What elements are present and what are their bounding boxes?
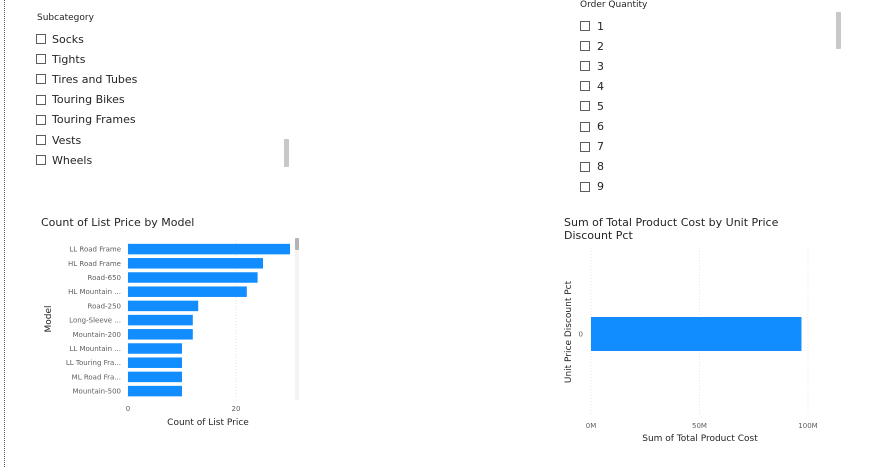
model-chart-y-tick: Road-650 xyxy=(88,274,121,282)
order-quantity-slicer-list: 1 2 3 4 5 6 7 8 9 xyxy=(580,16,604,197)
subcategory-item[interactable]: Touring Frames xyxy=(36,110,137,130)
subcategory-checkbox[interactable] xyxy=(36,94,46,105)
subcategory-item-label: Vests xyxy=(52,133,82,147)
order-quantity-scrollbar[interactable] xyxy=(836,12,841,49)
model-chart-y-tick: Road-250 xyxy=(88,302,121,310)
model-chart-title: Count of List Price by Model xyxy=(41,216,195,229)
order-quantity-item-label: 1 xyxy=(597,19,604,33)
subcategory-item[interactable]: Vests xyxy=(36,130,137,150)
order-quantity-item-label: 2 xyxy=(597,39,604,53)
order-quantity-item[interactable]: 3 xyxy=(580,56,604,76)
discount-chart-bar xyxy=(591,317,802,351)
order-quantity-checkbox[interactable] xyxy=(580,61,590,72)
order-quantity-item-label: 3 xyxy=(597,59,604,73)
model-chart-x-tick: 20 xyxy=(232,405,241,413)
model-chart-scrollbar-track[interactable] xyxy=(295,238,299,400)
model-chart-bar xyxy=(128,258,263,269)
subcategory-checkbox[interactable] xyxy=(36,114,46,125)
discount-chart-x-tick: 50M xyxy=(692,422,707,430)
model-chart-y-tick: HL Road Frame xyxy=(68,260,121,268)
order-quantity-item[interactable]: 6 xyxy=(580,116,604,136)
order-quantity-item-label: 5 xyxy=(597,99,604,113)
subcategory-item-label: Touring Bikes xyxy=(52,93,125,107)
order-quantity-item-label: 8 xyxy=(597,160,604,174)
order-quantity-slicer-title: Order Quantity xyxy=(580,0,648,10)
subcategory-checkbox[interactable] xyxy=(36,155,46,166)
subcategory-item[interactable]: Socks xyxy=(36,29,137,49)
order-quantity-checkbox[interactable] xyxy=(580,141,590,152)
model-chart-bar xyxy=(128,343,182,354)
model-chart-x-axis-title: Count of List Price xyxy=(167,418,249,428)
order-quantity-item-label: 9 xyxy=(597,180,604,194)
discount-chart-x-tick: 100M xyxy=(798,422,817,430)
model-chart-bar xyxy=(128,357,182,368)
model-chart-x-tick: 0 xyxy=(126,405,130,413)
model-chart-y-tick: LL Road Frame xyxy=(69,246,121,254)
subcategory-checkbox[interactable] xyxy=(36,74,46,85)
model-chart-y-tick: Mountain-500 xyxy=(73,388,122,396)
subcategory-item[interactable]: Tires and Tubes xyxy=(36,69,137,89)
subcategory-scrollbar[interactable] xyxy=(284,139,289,167)
subcategory-item[interactable]: Tights xyxy=(36,49,137,69)
discount-chart-y-axis-title: Unit Price Discount Pct xyxy=(564,280,574,383)
discount-chart-x-tick: 0M xyxy=(586,422,597,430)
model-chart-bar xyxy=(128,300,199,312)
subcategory-checkbox[interactable] xyxy=(36,54,46,65)
order-quantity-item[interactable]: 2 xyxy=(580,36,604,56)
subcategory-item-label: Touring Frames xyxy=(52,113,136,127)
model-chart-bar xyxy=(128,329,193,340)
model-chart-bar xyxy=(128,286,247,297)
order-quantity-checkbox[interactable] xyxy=(580,161,590,172)
order-quantity-item[interactable]: 8 xyxy=(580,157,604,177)
order-quantity-item[interactable]: 1 xyxy=(580,16,604,36)
subcategory-item[interactable]: Wheels xyxy=(36,150,137,170)
discount-chart-x-axis-title: Sum of Total Product Cost xyxy=(642,434,758,444)
canvas-left-edge xyxy=(4,0,5,467)
discount-chart-title: Sum of Total Product Cost by Unit Price … xyxy=(564,216,779,242)
model-chart-bar xyxy=(128,314,193,326)
order-quantity-item-label: 7 xyxy=(597,140,604,154)
subcategory-checkbox[interactable] xyxy=(36,135,46,146)
model-chart-y-tick: LL Touring Fra... xyxy=(66,359,121,367)
order-quantity-item-label: 6 xyxy=(597,120,604,134)
subcategory-checkbox[interactable] xyxy=(36,34,46,45)
model-chart-bar xyxy=(128,385,182,397)
order-quantity-checkbox[interactable] xyxy=(580,21,590,32)
subcategory-item[interactable]: Touring Bikes xyxy=(36,90,137,110)
order-quantity-item[interactable]: 4 xyxy=(580,76,604,96)
order-quantity-checkbox[interactable] xyxy=(580,41,590,52)
model-chart-y-tick: LL Mountain ... xyxy=(69,345,121,353)
model-chart-scrollbar-thumb[interactable] xyxy=(295,238,299,250)
order-quantity-checkbox[interactable] xyxy=(580,81,590,92)
subcategory-item-label: Tights xyxy=(52,52,86,66)
order-quantity-checkbox[interactable] xyxy=(580,181,590,192)
model-chart-y-tick: HL Mountain ... xyxy=(68,288,121,296)
discount-chart-y-tick: 0 xyxy=(579,331,583,339)
model-chart-bar xyxy=(128,243,290,255)
subcategory-item-label: Wheels xyxy=(52,153,93,167)
model-chart-bar xyxy=(128,272,258,283)
order-quantity-item[interactable]: 5 xyxy=(580,96,604,116)
model-chart-bar xyxy=(128,371,182,383)
order-quantity-item[interactable]: 9 xyxy=(580,177,604,197)
model-chart-y-tick: Long-Sleeve ... xyxy=(69,317,121,325)
subcategory-slicer-title: Subcategory xyxy=(37,13,94,23)
model-chart-y-tick: Mountain-200 xyxy=(73,331,122,339)
subcategory-slicer-list: Socks Tights Tires and Tubes Touring Bikes T… xyxy=(36,29,137,170)
model-chart-y-axis-title: Model xyxy=(44,305,54,332)
model-chart-y-tick: ML Road Fra... xyxy=(72,373,121,381)
order-quantity-checkbox[interactable] xyxy=(580,101,590,112)
subcategory-item-label: Socks xyxy=(52,32,84,46)
order-quantity-item[interactable]: 7 xyxy=(580,137,604,157)
subcategory-item-label: Tires and Tubes xyxy=(52,72,138,86)
order-quantity-item-label: 4 xyxy=(597,79,604,93)
order-quantity-checkbox[interactable] xyxy=(580,121,590,132)
